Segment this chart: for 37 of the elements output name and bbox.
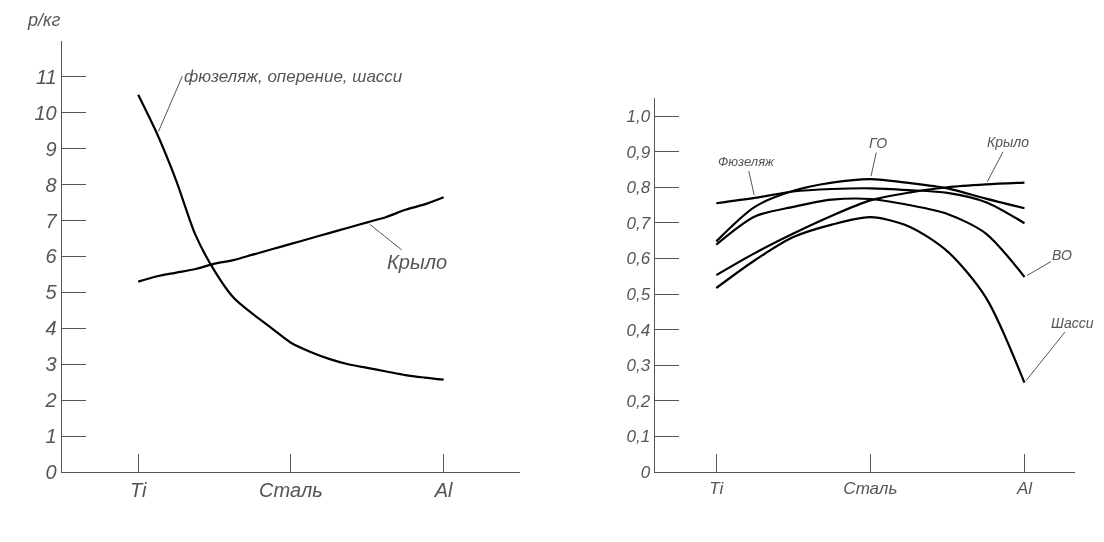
x-tick-label: Ti	[709, 478, 725, 498]
y-tick-label: 4	[45, 317, 57, 340]
y-tick-label: 1	[45, 425, 57, 448]
y-tick-label: 9	[45, 137, 57, 160]
y-tick-label: 5	[45, 281, 58, 304]
y-tick-label: 0,1	[626, 427, 651, 447]
y-tick-label: 0	[640, 463, 651, 483]
y-tick-label: 0,7	[626, 213, 651, 233]
text: ВО	[1052, 247, 1073, 263]
y-tick-label: 3	[45, 353, 57, 376]
y-tick-label: 0,6	[626, 249, 651, 269]
text: фюзеляж, оперение, шасси	[184, 67, 403, 86]
x-tick-label: Ti	[129, 479, 147, 502]
y-tick-label: 1,0	[626, 106, 651, 126]
x-tick-label: Сталь	[843, 478, 898, 498]
y-tick-label: 6	[45, 245, 58, 268]
y-tick-label: 0,4	[626, 320, 651, 340]
y-tick-label: 7	[45, 209, 58, 232]
y-tick-label: 10	[34, 101, 57, 124]
y-tick-label: 0	[45, 461, 57, 484]
y-tick-label: 0,9	[626, 142, 651, 162]
y-tick-label: 0,2	[626, 391, 651, 411]
y-tick-label: 0,5	[626, 285, 651, 304]
y-tick-label: 2	[44, 389, 57, 412]
text: Шасси	[1051, 315, 1094, 331]
x-tick-label: Al	[1015, 478, 1034, 498]
text: ГО	[869, 135, 888, 151]
y-tick-label: 0,3	[626, 356, 651, 376]
y-tick-label: 11	[35, 65, 57, 88]
series-label: Крыло	[387, 251, 448, 273]
y-axis-title: p/кг	[27, 10, 61, 30]
text: Крыло	[987, 134, 1030, 150]
x-tick-label: Сталь	[259, 479, 323, 502]
x-tick-label: Al	[433, 479, 454, 502]
series-label: Фюзеляж	[718, 154, 776, 169]
y-tick-label: 0,8	[626, 178, 651, 198]
y-tick-label: 8	[45, 173, 57, 196]
